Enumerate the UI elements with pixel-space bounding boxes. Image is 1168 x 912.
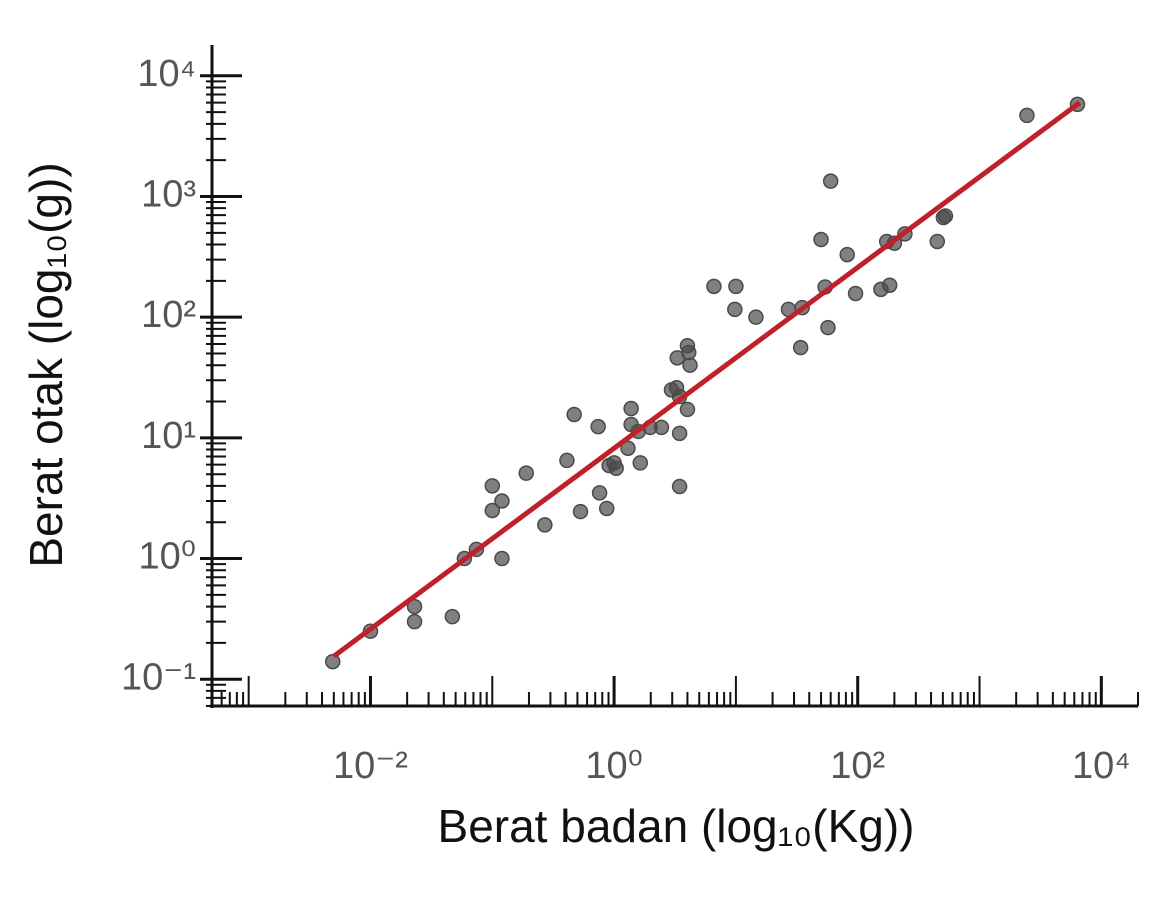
point — [518, 465, 534, 481]
x-tick-label: 10⁴ — [1072, 745, 1131, 787]
point — [671, 425, 688, 442]
point — [881, 277, 898, 293]
point — [444, 608, 461, 625]
point — [598, 500, 615, 517]
x-tick-label: 10⁻² — [333, 745, 408, 787]
point — [671, 478, 688, 495]
point — [537, 517, 553, 533]
point — [653, 419, 670, 436]
point — [792, 339, 809, 356]
x-axis-title: Berat badan (log₁₀(Kg)) — [438, 800, 915, 852]
point — [566, 406, 582, 423]
x-tick-label: 10² — [830, 745, 885, 787]
point — [608, 460, 624, 476]
x-tick-label: 10⁰ — [585, 745, 643, 787]
y-tick-label: 10⁰ — [138, 536, 196, 578]
point — [748, 309, 764, 325]
point — [632, 455, 649, 471]
y-axis-title: Berat otak (log₁₀(g)) — [20, 162, 72, 567]
point — [494, 493, 510, 509]
point — [324, 653, 341, 670]
point — [484, 502, 501, 519]
point — [590, 418, 606, 435]
trend-line — [332, 100, 1082, 659]
point — [572, 503, 589, 520]
y-tick-label: 10² — [141, 294, 196, 336]
point — [820, 319, 836, 336]
point — [937, 208, 954, 224]
point — [682, 357, 698, 373]
point — [706, 278, 722, 295]
point — [484, 478, 501, 494]
point — [559, 452, 575, 469]
point — [494, 550, 510, 567]
point — [406, 613, 423, 630]
y-tick-label: 10⁻¹ — [121, 656, 196, 698]
point — [1019, 107, 1035, 124]
point — [822, 173, 839, 189]
point — [679, 401, 696, 418]
point — [727, 301, 743, 318]
point — [929, 233, 946, 250]
y-tick-label: 10⁴ — [137, 53, 196, 95]
point — [680, 344, 697, 361]
point — [623, 400, 639, 417]
point — [839, 246, 855, 263]
y-tick-label: 10¹ — [141, 415, 196, 457]
point — [591, 485, 608, 501]
point — [847, 285, 864, 302]
point — [620, 440, 636, 457]
point — [728, 278, 744, 295]
y-tick-label: 10³ — [141, 174, 196, 216]
point — [406, 598, 423, 615]
point — [813, 231, 829, 248]
